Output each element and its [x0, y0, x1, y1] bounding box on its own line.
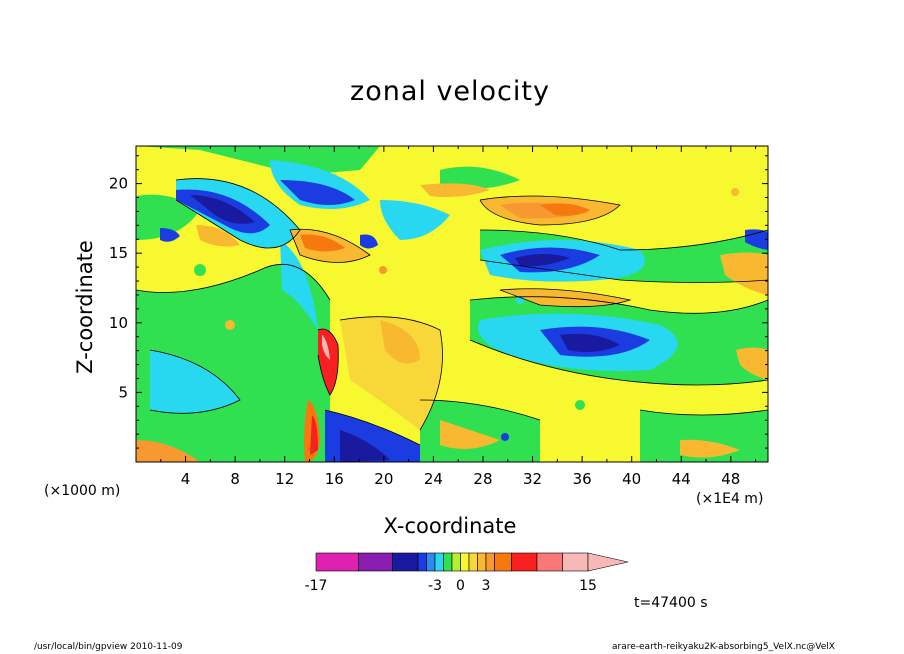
colorbar-box [417, 552, 427, 572]
colorbar-box [562, 552, 589, 572]
footer-source: arare-earth-reikyaku2K-absorbing5_VelX.n… [612, 642, 835, 652]
colorbar: -17 -3 0 3 15 [305, 552, 629, 594]
colorbar-box [358, 552, 393, 572]
colorbar-box [477, 552, 487, 572]
y-tick-label: 15 [109, 244, 128, 262]
colorbar-box [315, 552, 359, 572]
x-tick-label: 20 [374, 470, 393, 488]
colorbar-label: -3 [428, 578, 442, 594]
colorbar-box [451, 552, 461, 572]
x-tick-label: 32 [523, 470, 542, 488]
colorbar-box [468, 552, 478, 572]
colorbar-extend-arrow [587, 552, 629, 572]
x-tick-label: 24 [424, 470, 443, 488]
colorbar-label: -17 [305, 578, 328, 594]
y-axis-ticks: 5 10 15 20 [109, 155, 768, 449]
x-tick-label: 4 [181, 470, 191, 488]
footer-command: /usr/local/bin/gpview 2010-11-09 [34, 642, 183, 652]
colorbar-box [485, 552, 495, 572]
time-label: t=47400 s [634, 595, 708, 611]
x-tick-label: 40 [622, 470, 641, 488]
y-tick-label: 10 [109, 314, 128, 332]
y-axis-label: Z-coordinate [73, 240, 97, 374]
colorbar-box [494, 552, 512, 572]
colorbar-label: 15 [579, 578, 597, 594]
x-tick-label: 36 [573, 470, 592, 488]
colorbar-box [392, 552, 419, 572]
colorbar-box [443, 552, 453, 572]
colorbar-box [536, 552, 563, 572]
colorbar-label: 0 [456, 578, 465, 594]
x-tick-label: 16 [325, 470, 344, 488]
colorbar-box [426, 552, 436, 572]
colorbar-label: 3 [482, 578, 491, 594]
colorbar-box [434, 552, 444, 572]
x-tick-label: 8 [230, 470, 240, 488]
x-axis-unit-left: (×1000 m) [44, 483, 121, 499]
x-tick-label: 48 [721, 470, 740, 488]
x-axis-unit-right: (×1E4 m) [696, 491, 764, 507]
x-axis-ticks: 4 8 12 16 20 24 28 32 36 40 44 48 [160, 146, 757, 488]
contour-field [136, 146, 768, 462]
contour-lines [136, 178, 768, 446]
x-tick-label: 28 [473, 470, 492, 488]
plot-frame [135, 145, 769, 463]
x-tick-label: 12 [275, 470, 294, 488]
colorbar-box [511, 552, 538, 572]
colorbar-box [460, 552, 470, 572]
x-tick-label: 44 [672, 470, 691, 488]
chart-title: zonal velocity [350, 76, 550, 107]
y-tick-label: 20 [109, 175, 128, 193]
y-tick-label: 5 [118, 383, 128, 401]
x-axis-label: X-coordinate [383, 514, 517, 538]
